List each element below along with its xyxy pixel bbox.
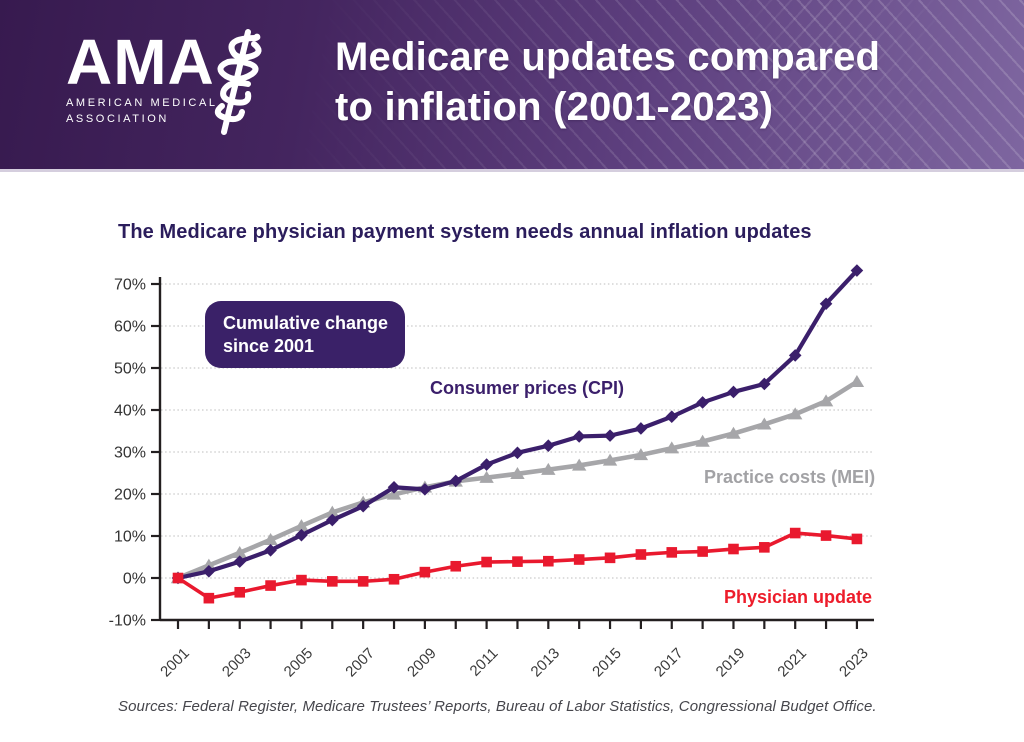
annotation-line1: Cumulative change (223, 313, 389, 333)
sources-note: Sources: Federal Register, Medicare Trus… (118, 698, 877, 715)
svg-text:2011: 2011 (467, 645, 502, 680)
ama-logo-acronym: AMA (66, 26, 215, 98)
ama-logo: AMA AMERICAN MEDICAL ASSOCIATION (66, 30, 218, 126)
ama-logo-org-line1: AMERICAN MEDICAL (66, 97, 218, 109)
header-banner: AMA AMERICAN MEDICAL ASSOCIATION Medicar… (0, 0, 1024, 172)
annotation-cumulative-change: Cumulative change since 2001 (205, 301, 405, 368)
svg-text:2001: 2001 (157, 645, 193, 681)
svg-text:2009: 2009 (404, 645, 440, 681)
y-axis-ticks: -10% 0% 10% 20% 30% 40% 50% 60% 70% (109, 277, 160, 630)
svg-text:2007: 2007 (342, 645, 378, 681)
svg-text:30%: 30% (114, 445, 146, 462)
x-axis-ticks: 2001 2003 2005 2007 2009 2011 2013 2015 2017 2019… (157, 620, 872, 680)
svg-text:2019: 2019 (713, 645, 749, 681)
svg-text:60%: 60% (114, 319, 146, 336)
svg-text:2021: 2021 (774, 645, 810, 681)
page-title: Medicare updates compared to inflation (… (335, 32, 880, 132)
page-title-line1: Medicare updates compared (335, 35, 881, 79)
svg-text:40%: 40% (114, 403, 146, 420)
svg-text:10%: 10% (114, 529, 146, 546)
chart-heading: The Medicare physician payment system ne… (118, 221, 812, 243)
svg-text:2023: 2023 (836, 645, 872, 681)
svg-text:50%: 50% (114, 361, 146, 378)
ama-logo-org-line2: ASSOCIATION (66, 113, 169, 125)
svg-text:2013: 2013 (528, 645, 564, 681)
series-label-consumer-prices-cpi: Consumer prices (CPI) (430, 378, 625, 398)
series-label-physician-update: Physician update (724, 587, 873, 607)
svg-text:70%: 70% (114, 277, 146, 294)
page-title-line2: to inflation (2001-2023) (335, 85, 774, 129)
svg-text:0%: 0% (123, 571, 146, 588)
svg-text:2005: 2005 (281, 645, 317, 681)
series-physician-update (172, 527, 863, 604)
svg-text:-10%: -10% (109, 613, 146, 630)
svg-text:2003: 2003 (219, 645, 255, 681)
series-practice-costs-mei (170, 375, 865, 584)
svg-text:2017: 2017 (651, 645, 687, 681)
caduceus-icon (214, 29, 262, 135)
annotation-line2: since 2001 (223, 336, 315, 356)
series-label-practice-costs-mei: Practice costs (MEI) (704, 467, 876, 487)
series-consumer-prices-cpi (171, 264, 864, 585)
svg-text:20%: 20% (114, 487, 146, 504)
svg-text:2015: 2015 (589, 645, 625, 681)
